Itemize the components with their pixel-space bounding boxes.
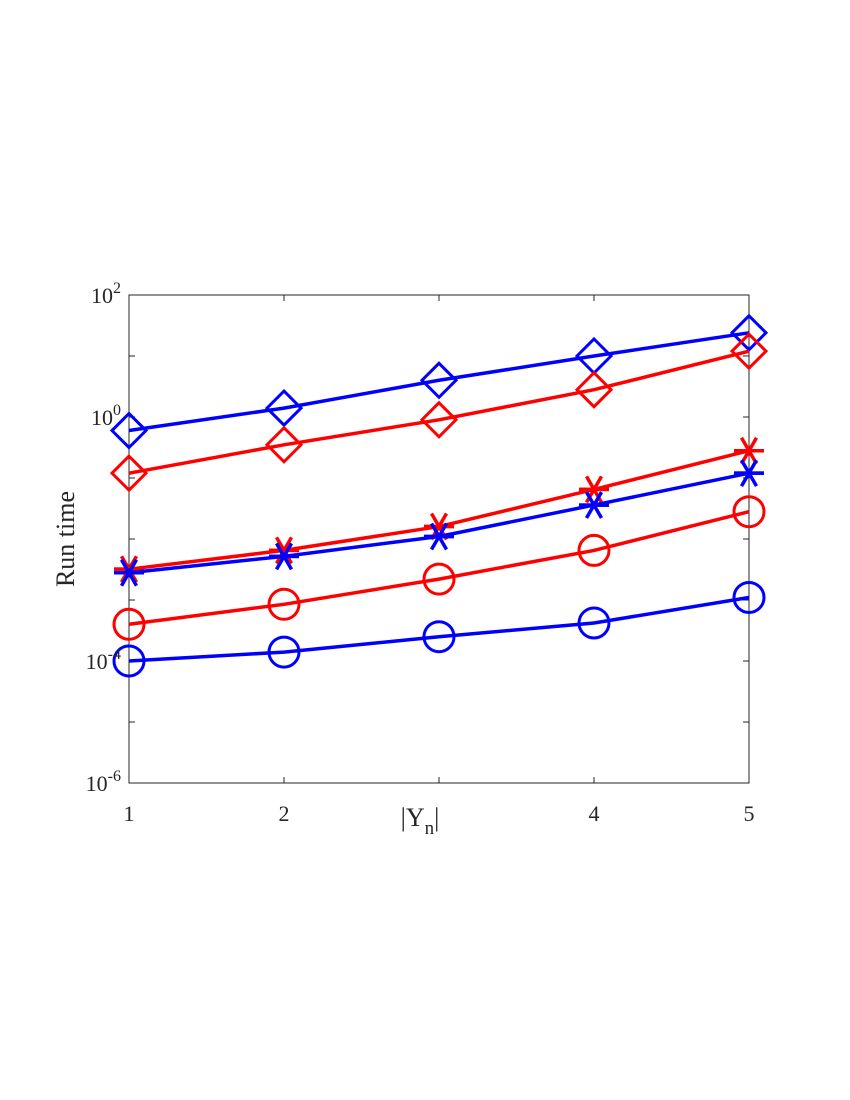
series-diamond-blue bbox=[109, 313, 769, 450]
y-tick-labels: 102 100 10-4 10-6 bbox=[86, 280, 121, 796]
data-point bbox=[109, 454, 149, 493]
y-tick-label: 100 bbox=[91, 402, 121, 430]
data-point bbox=[269, 542, 299, 571]
data-point bbox=[269, 536, 299, 565]
series-circle-red bbox=[112, 495, 766, 641]
data-point bbox=[422, 620, 456, 654]
axis-ticks bbox=[128, 294, 750, 784]
data-point bbox=[574, 370, 614, 409]
data-point bbox=[114, 558, 144, 587]
x-tick-labels: 1 2 4 5 bbox=[124, 801, 755, 826]
data-point bbox=[577, 533, 611, 567]
data-point bbox=[112, 607, 146, 641]
x-axis-label: |Yn| bbox=[401, 803, 440, 839]
series-diamond-red bbox=[109, 332, 769, 493]
data-point bbox=[577, 606, 611, 640]
data-point bbox=[732, 495, 766, 529]
data-point bbox=[424, 522, 454, 551]
x-tick-label: 5 bbox=[744, 801, 755, 826]
y-tick-label: 10-4 bbox=[86, 646, 121, 674]
series-line bbox=[128, 510, 750, 627]
data-point bbox=[112, 644, 146, 678]
data-point bbox=[267, 587, 301, 621]
y-tick-label: 102 bbox=[91, 280, 121, 308]
series-circle-blue bbox=[112, 580, 766, 678]
data-point bbox=[734, 436, 764, 465]
y-axis-label: Run time bbox=[51, 491, 80, 587]
data-point bbox=[114, 555, 144, 584]
data-point bbox=[267, 635, 301, 669]
data-point bbox=[729, 313, 769, 352]
series-layer bbox=[109, 313, 769, 678]
series-line bbox=[128, 331, 750, 433]
data-point bbox=[264, 425, 304, 464]
data-point bbox=[109, 411, 149, 450]
data-point bbox=[734, 459, 764, 488]
x-tick-label: 4 bbox=[589, 801, 600, 826]
series-asterisk-blue bbox=[114, 459, 764, 587]
data-point bbox=[729, 332, 769, 371]
series-line bbox=[128, 595, 750, 663]
data-point bbox=[732, 580, 766, 614]
data-point bbox=[419, 400, 459, 439]
y-tick-label: 10-6 bbox=[86, 768, 121, 796]
x-tick-label: 1 bbox=[124, 801, 135, 826]
data-point bbox=[422, 562, 456, 596]
data-point bbox=[419, 361, 459, 400]
data-point bbox=[264, 388, 304, 428]
data-point bbox=[579, 491, 609, 519]
x-tick-label: 2 bbox=[279, 801, 290, 826]
series-line bbox=[128, 349, 750, 475]
